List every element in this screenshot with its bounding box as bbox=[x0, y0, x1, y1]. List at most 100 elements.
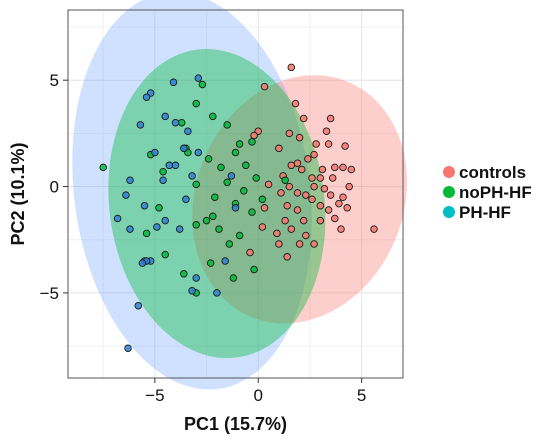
data-point bbox=[326, 114, 335, 123]
data-point bbox=[281, 216, 289, 225]
series-noph-hf bbox=[99, 80, 289, 297]
ellipse-ph-hf bbox=[72, 0, 312, 390]
data-point bbox=[192, 274, 200, 282]
data-point bbox=[223, 178, 231, 187]
data-point bbox=[328, 174, 337, 182]
data-point bbox=[287, 63, 296, 72]
data-point bbox=[192, 180, 200, 189]
data-point bbox=[209, 212, 217, 221]
data-point bbox=[260, 82, 269, 91]
data-point bbox=[264, 180, 273, 189]
data-point bbox=[169, 78, 178, 87]
data-point bbox=[138, 259, 147, 267]
data-point bbox=[293, 159, 302, 167]
data-point bbox=[215, 225, 223, 233]
data-point bbox=[225, 240, 234, 248]
data-point bbox=[258, 223, 267, 231]
data-point bbox=[246, 248, 254, 257]
data-point bbox=[293, 206, 302, 214]
data-point bbox=[180, 144, 188, 153]
data-point bbox=[240, 187, 248, 195]
data-point bbox=[153, 223, 161, 231]
data-point bbox=[202, 216, 211, 225]
data-point bbox=[308, 174, 316, 182]
data-point bbox=[175, 225, 184, 233]
ellipse-noph-hf bbox=[108, 49, 326, 359]
data-point bbox=[211, 193, 219, 201]
data-point bbox=[177, 118, 186, 127]
data-point bbox=[188, 172, 196, 180]
data-point bbox=[287, 225, 296, 233]
legend-label: controls bbox=[459, 163, 526, 182]
legend-item-ph-hf: PH-HF bbox=[443, 203, 511, 222]
data-point bbox=[275, 144, 283, 153]
data-point bbox=[310, 240, 318, 248]
data-point bbox=[295, 133, 304, 142]
data-point bbox=[204, 155, 213, 163]
data-point bbox=[161, 216, 169, 225]
x-tick-label: −5 bbox=[145, 386, 164, 405]
x-tick-label: 5 bbox=[357, 386, 366, 405]
y-tick-label: 5 bbox=[50, 71, 59, 90]
data-point bbox=[310, 150, 318, 159]
data-point bbox=[285, 129, 294, 138]
data-point bbox=[231, 148, 240, 157]
legend-swatch bbox=[443, 206, 455, 218]
data-point bbox=[302, 231, 310, 240]
data-point bbox=[184, 127, 192, 135]
series-controls bbox=[246, 63, 378, 261]
data-point bbox=[194, 148, 203, 157]
data-point bbox=[180, 270, 188, 278]
data-point bbox=[260, 204, 269, 212]
data-point bbox=[192, 221, 200, 229]
data-point bbox=[161, 250, 169, 259]
data-point bbox=[316, 174, 325, 182]
data-point bbox=[285, 182, 294, 191]
data-point bbox=[231, 204, 240, 212]
data-point bbox=[339, 163, 347, 172]
confidence-ellipses bbox=[72, 0, 407, 390]
data-point bbox=[341, 142, 349, 150]
data-point bbox=[324, 206, 333, 214]
data-point bbox=[324, 140, 333, 148]
data-point bbox=[171, 118, 180, 127]
data-point bbox=[171, 161, 180, 170]
data-point bbox=[273, 229, 281, 238]
data-point bbox=[122, 191, 130, 199]
data-point bbox=[140, 201, 149, 210]
x-axis-label: PC1 (15.7%) bbox=[184, 414, 287, 434]
y-axis-label: PC2 (10.1%) bbox=[8, 142, 28, 245]
legend-item-controls: controls bbox=[443, 163, 526, 182]
data-point bbox=[331, 163, 339, 172]
data-point bbox=[299, 114, 308, 123]
data-point bbox=[275, 240, 283, 248]
data-point bbox=[337, 225, 345, 233]
data-point bbox=[229, 274, 238, 282]
data-point bbox=[297, 165, 306, 174]
data-point bbox=[155, 204, 163, 212]
data-point bbox=[347, 165, 356, 174]
x-tick-label: 0 bbox=[254, 386, 263, 405]
data-point bbox=[248, 208, 256, 216]
data-point bbox=[252, 174, 260, 182]
data-point bbox=[326, 191, 335, 199]
legend-label: PH-HF bbox=[459, 203, 511, 222]
data-point bbox=[320, 184, 329, 193]
plot-border bbox=[67, 9, 404, 379]
data-point bbox=[124, 344, 132, 352]
data-point bbox=[223, 121, 231, 129]
data-point bbox=[182, 195, 190, 204]
data-point bbox=[159, 167, 167, 176]
data-point bbox=[113, 214, 122, 223]
data-point bbox=[227, 172, 236, 180]
data-point bbox=[331, 214, 339, 223]
data-point bbox=[310, 182, 318, 191]
data-point bbox=[250, 265, 258, 274]
data-point bbox=[339, 193, 347, 201]
data-point bbox=[316, 201, 325, 210]
data-point bbox=[345, 182, 353, 191]
ellipse-controls bbox=[192, 75, 407, 324]
data-point bbox=[287, 161, 296, 170]
